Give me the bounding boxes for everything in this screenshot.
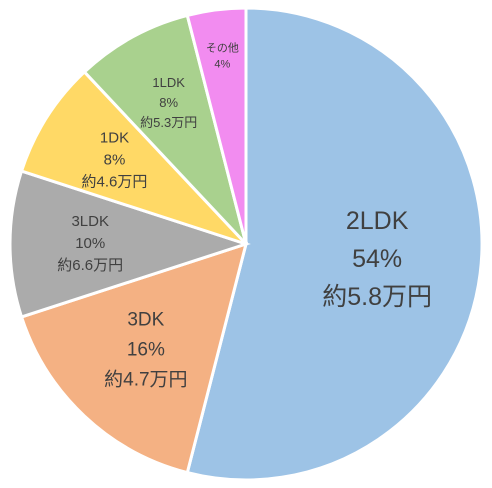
pie-labels: 2LDK 54% 約5.8万円 3DK 16% 約4.7万円 3LDK 10% 約6.6万円 1D… [57,42,432,391]
pie-label-name: 3LDK [71,213,109,230]
pie-label-rent: 約5.8万円 [322,283,432,311]
pie-label-rent: 約6.6万円 [57,257,123,274]
pie-slice-3ldk [8,169,251,319]
pie-label-percent: 4% [214,59,230,71]
pie-slice-2ldk [185,6,484,482]
pie-label-name: 1LDK [152,75,185,90]
pie-label-name: 1DK [100,130,129,147]
pie-label-percent: 16% [127,340,165,361]
pie-label-percent: 8% [159,95,178,110]
pie-slice-1dk [19,69,248,246]
pie-label-name: その他 [206,42,239,55]
pie-label-percent: 54% [352,245,402,273]
pie-label-name: 3DK [127,310,164,331]
pie-label-name: 2LDK [346,207,409,235]
pie-slice-その他 [185,6,248,245]
pie-label-rent: 約5.3万円 [140,115,197,130]
pie-label-percent: 8% [104,152,126,169]
pie-label-rent: 約4.6万円 [82,174,148,191]
pie-label-rent: 約4.7万円 [104,369,187,391]
pie-slices [8,6,484,482]
pie-slice-3dk [19,241,249,475]
pie-label-percent: 10% [75,235,105,252]
pie-slice-1ldk [82,13,248,246]
